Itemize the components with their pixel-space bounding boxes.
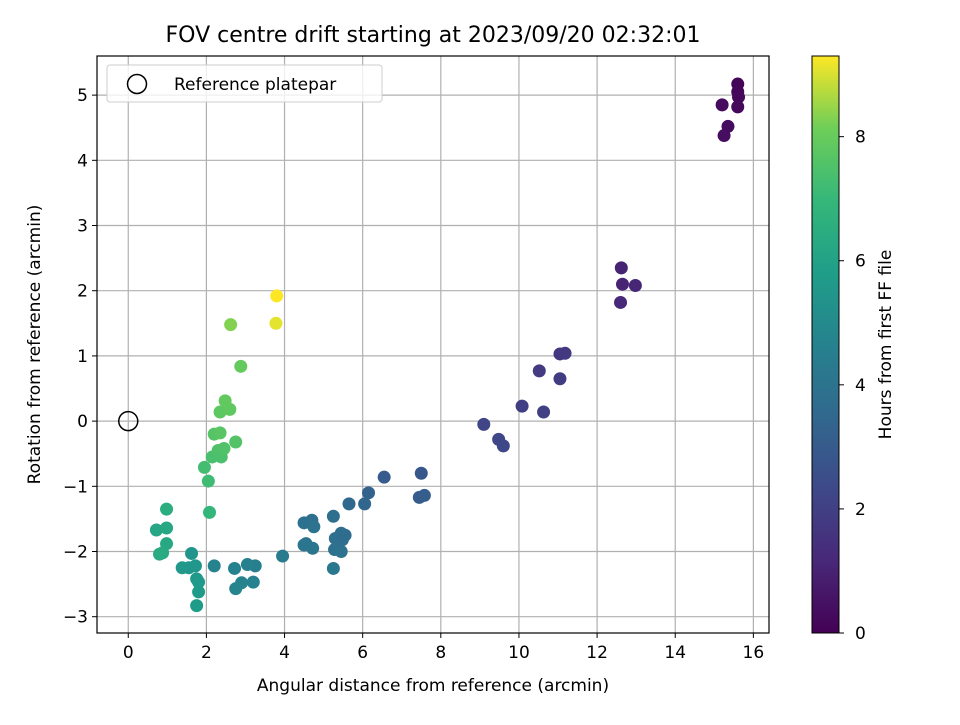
data-point [628,278,642,292]
y-tick-label: 2 [77,282,88,302]
data-point [614,295,628,309]
data-point [229,582,243,596]
data-point [153,547,167,561]
y-tick-label: 3 [77,217,88,237]
data-point [188,559,202,573]
reference-point [118,410,139,432]
colorbar: 0 2 4 6 8 Hours from first FF file [811,55,896,644]
data-point [615,277,629,291]
data-point [270,289,284,303]
colorbar-tick-label: 6 [855,252,866,272]
data-point [515,399,529,413]
data-point [326,561,340,575]
data-point [234,359,248,373]
x-axis-title: Angular distance from reference (arcmin) [257,676,609,696]
data-point [417,488,431,502]
data-point [358,497,372,511]
y-tick-label: −3 [63,608,88,628]
y-tick-label: 4 [77,151,88,171]
colorbar-tick-label: 0 [855,624,866,644]
plot-frame [96,55,770,634]
x-tick-label: 10 [508,643,530,663]
colorbar-tick-label: 8 [855,128,866,148]
data-point [732,90,746,104]
data-point [731,100,745,114]
data-point [218,394,232,408]
legend: Reference platepar [106,64,383,103]
data-point [190,599,204,613]
colorbar-gradient [812,56,839,633]
data-point [334,545,348,559]
data-point [224,318,238,332]
data-point [496,439,510,453]
colorbar-frame [811,55,840,634]
data-point [326,509,340,523]
y-tick-label: 5 [77,86,88,106]
x-tick-label: 16 [743,643,765,663]
data-point [717,129,731,143]
data-point [276,549,290,563]
legend-marker [126,73,148,95]
data-point [297,516,311,530]
data-point [175,561,189,575]
data-point [228,561,242,575]
y-tick-label: 1 [77,347,88,367]
colorbar-ticks: 0 2 4 6 8 [839,128,866,644]
legend-label: Reference platepar [174,75,336,95]
data-points [118,77,746,613]
data-point [342,497,356,511]
x-tick-label: 6 [357,643,368,663]
data-point [558,346,572,360]
data-point [213,405,227,419]
data-point [377,470,391,484]
data-point [338,528,352,542]
data-point [307,520,321,534]
data-point [192,575,206,589]
data-point [537,405,551,419]
data-point [197,460,211,474]
colorbar-tick-label: 4 [855,376,866,396]
data-point [715,98,729,112]
data-point [306,541,320,555]
data-point [246,575,260,589]
data-point [217,441,231,455]
x-tick-label: 12 [586,643,608,663]
x-tick-label: 0 [123,643,134,663]
data-point [192,585,206,599]
data-point [229,435,243,449]
y-axis-title: Rotation from reference (arcmin) [25,205,45,485]
data-point [213,426,227,440]
chart-title: FOV centre drift starting at 2023/09/20 … [166,23,701,48]
data-point [532,364,546,378]
data-point [477,417,491,431]
grid-lines [97,56,769,633]
y-tick-label: −2 [63,543,88,563]
x-tick-label: 8 [435,643,446,663]
data-point [240,558,254,572]
legend-box [106,64,383,103]
x-tick-label: 14 [664,643,686,663]
data-point [207,559,221,573]
x-tick-label: 2 [201,643,212,663]
data-point [414,466,428,480]
colorbar-title: Hours from first FF file [876,250,896,440]
x-tick-label: 4 [279,643,290,663]
data-point [149,523,163,537]
data-point [201,474,215,488]
colorbar-tick-label: 2 [855,500,866,520]
data-point [160,502,174,516]
y-tick-label: 0 [77,412,88,432]
data-point [185,546,199,560]
data-point [269,316,283,330]
data-point [614,261,628,275]
data-point [362,486,376,500]
data-point [203,505,217,519]
data-point [160,521,174,535]
data-point [553,372,567,386]
y-tick-label: −1 [63,477,88,497]
